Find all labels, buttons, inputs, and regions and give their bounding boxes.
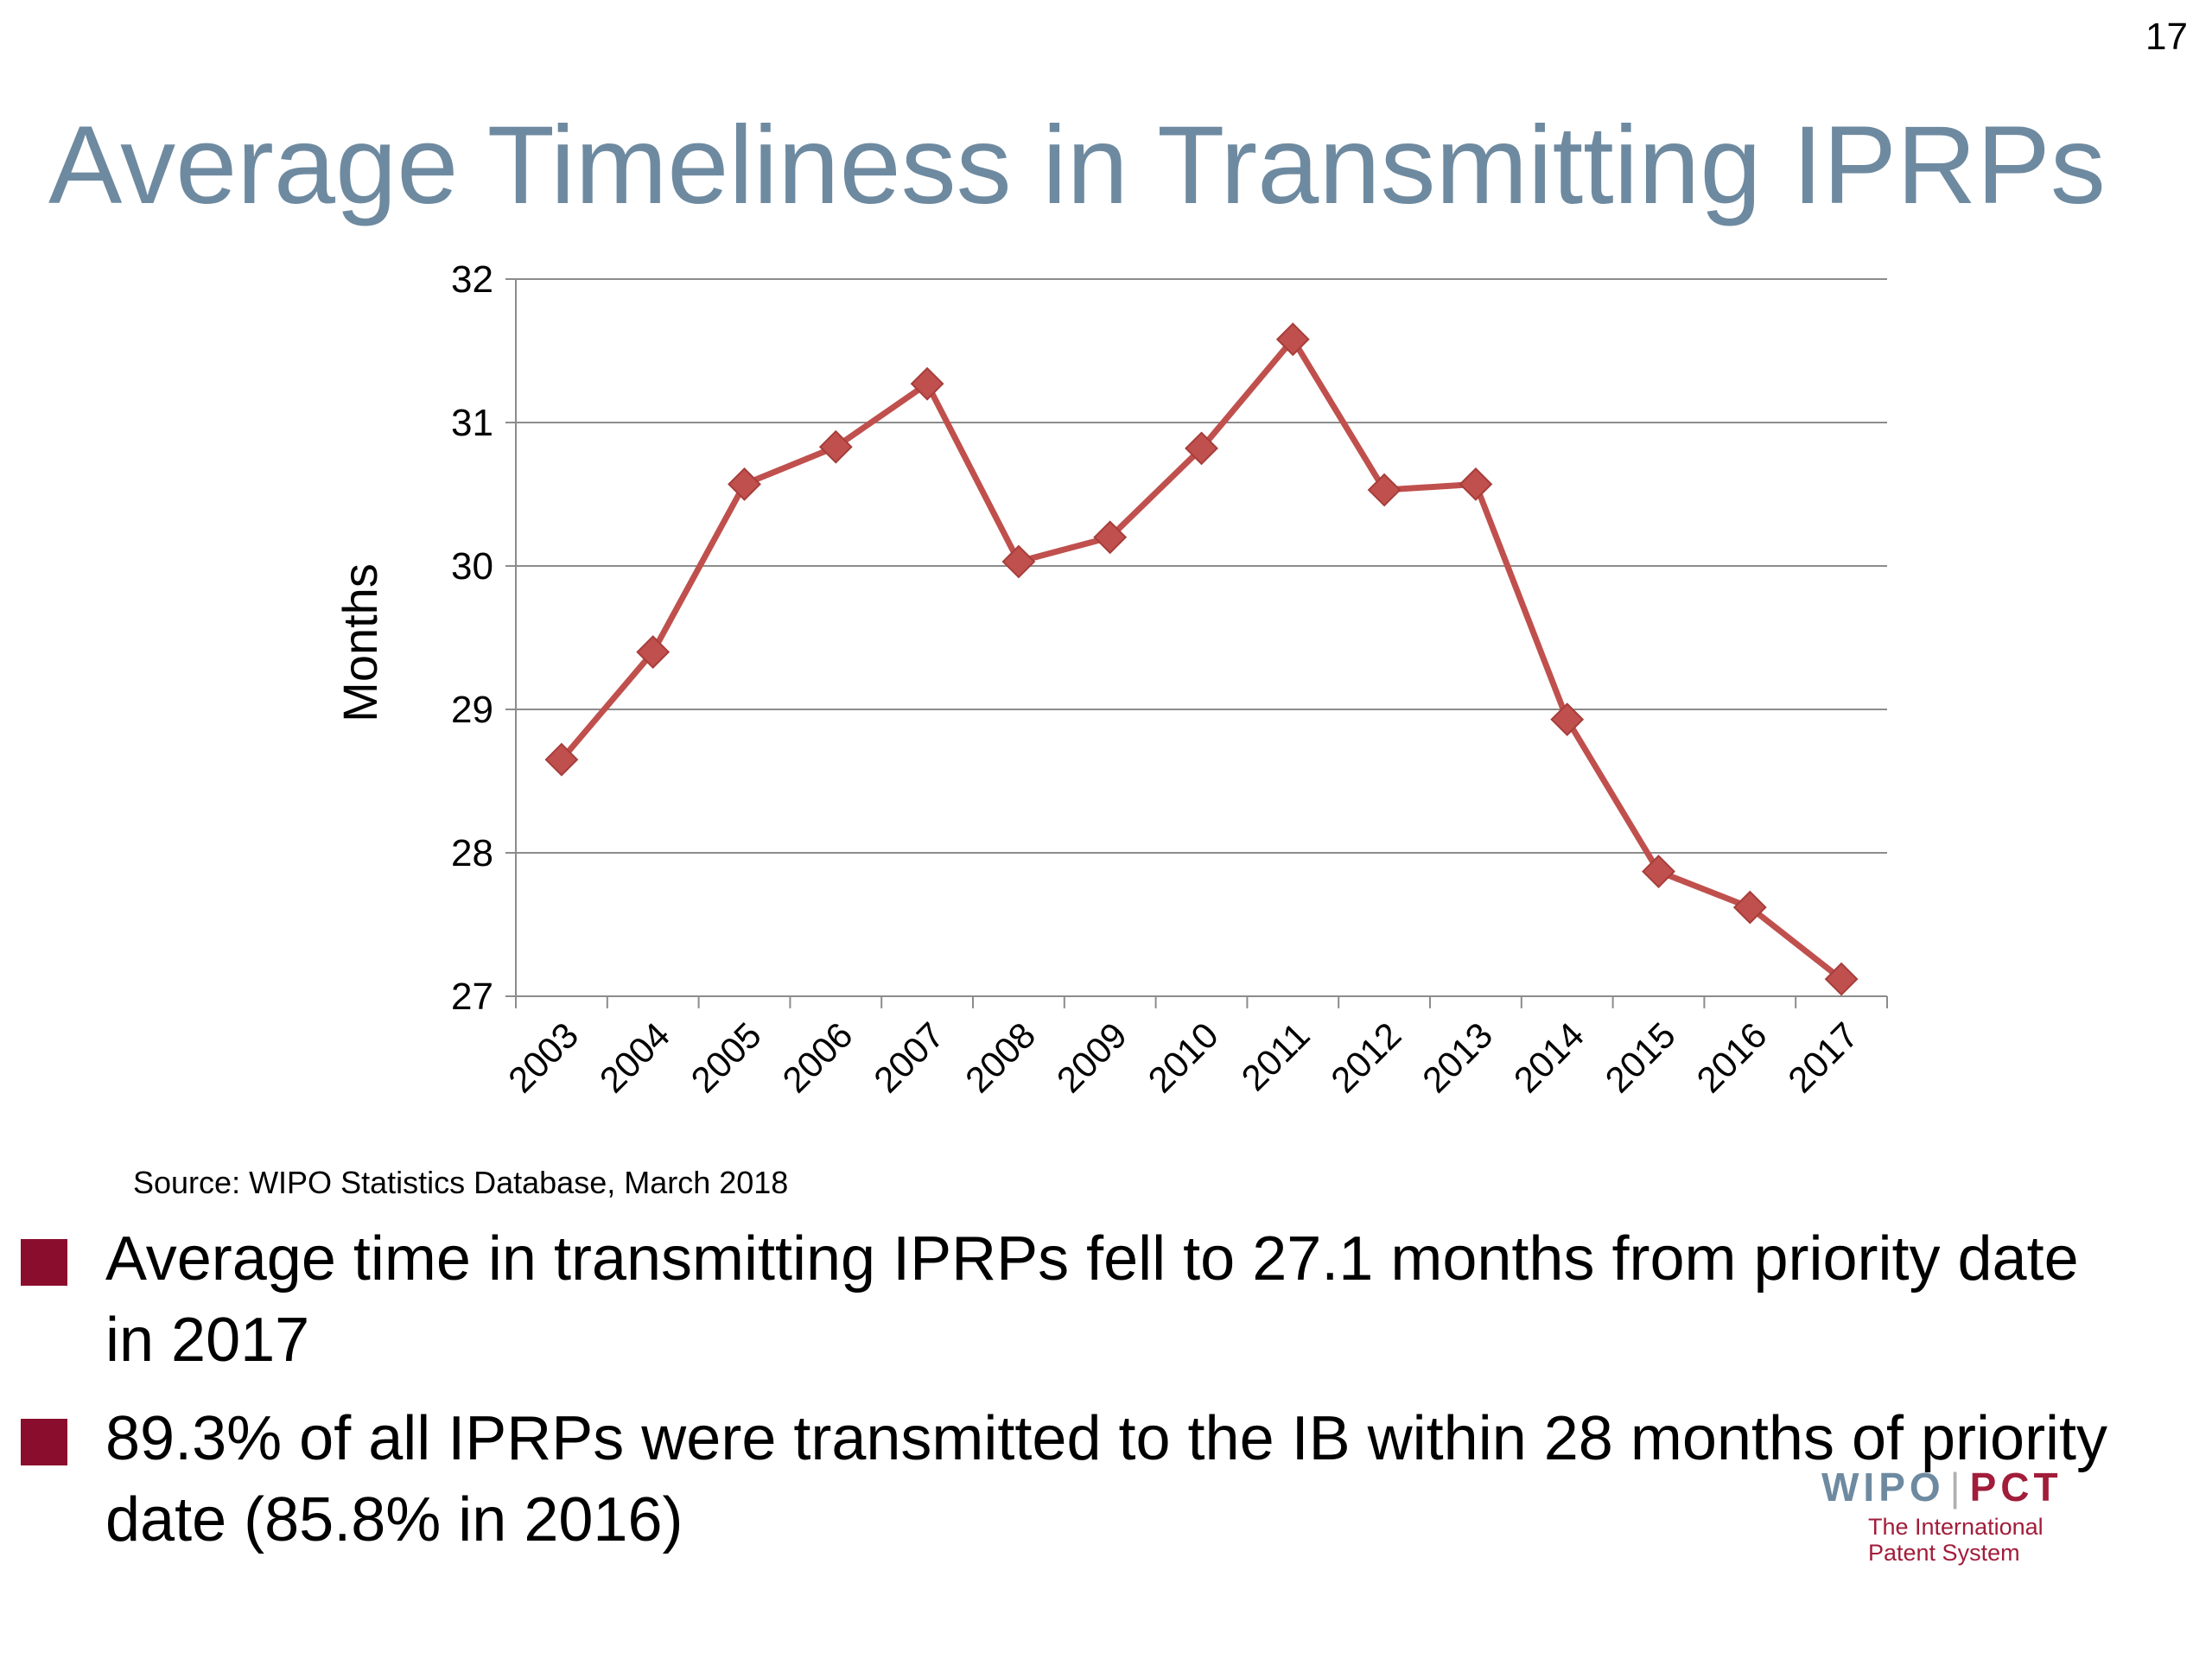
data-point-marker — [1185, 431, 1218, 466]
source-note: Source: WIPO Statistics Database, March … — [133, 1165, 789, 1200]
logo-subtitle-line1: The International — [1868, 1514, 2044, 1540]
data-point-marker — [1824, 962, 1859, 996]
data-point-marker — [1732, 890, 1767, 925]
y-tick-label: 28 — [451, 832, 493, 874]
x-tick-label: 2009 — [1049, 1014, 1135, 1100]
data-point-marker — [818, 429, 853, 464]
slide-number: 17 — [2145, 16, 2188, 58]
chart-axes — [505, 278, 1888, 1008]
data-point-marker — [636, 635, 671, 670]
y-tick-label: 30 — [451, 545, 493, 588]
line-chart: 27 28 29 30 31 32 2003 2004 2005 2006 2007 2008 200… — [333, 258, 1888, 1100]
bullet-item: Average time in transmitting IPRPs fell … — [21, 1218, 2129, 1381]
data-point-marker — [1093, 520, 1128, 555]
logo-wipo: WIPO — [1821, 1465, 1945, 1510]
slide-title: Average Timeliness in Transmitting IPRPs — [48, 104, 2106, 227]
y-tick-label: 27 — [451, 976, 493, 1018]
data-point-marker — [1459, 467, 1493, 501]
x-tick-label: 2014 — [1506, 1014, 1592, 1100]
x-tick-label: 2008 — [957, 1014, 1043, 1100]
y-tick-label: 32 — [451, 258, 493, 301]
x-tick-label: 2017 — [1780, 1014, 1866, 1100]
x-tick-label: 2006 — [774, 1014, 860, 1100]
x-tick-label: 2015 — [1598, 1014, 1683, 1100]
data-point-marker — [544, 742, 579, 777]
x-tick-label: 2007 — [866, 1014, 951, 1100]
x-tick-label: 2012 — [1323, 1014, 1408, 1100]
data-point-marker — [1275, 322, 1310, 357]
logo-separator: | — [1949, 1465, 1965, 1510]
data-point-marker — [1642, 855, 1675, 888]
y-tick-labels: 27 28 29 30 31 32 — [451, 258, 493, 1018]
bullet-square-icon — [21, 1239, 67, 1286]
y-axis-label: Months — [333, 563, 387, 722]
bullet-text: 89.3% of all IPRPs were transmitted to t… — [105, 1404, 2108, 1554]
x-tick-label: 2003 — [500, 1014, 586, 1100]
data-point-marker — [1550, 702, 1585, 737]
logo-pct: PCT — [1969, 1465, 2063, 1510]
data-point-marker — [1001, 544, 1036, 579]
data-point-marker — [1367, 473, 1402, 507]
x-tick-label: 2013 — [1414, 1014, 1500, 1100]
y-tick-label: 29 — [451, 689, 493, 731]
data-point-marker — [728, 467, 761, 501]
y-tick-label: 31 — [451, 402, 493, 444]
x-tick-label: 2011 — [1234, 1014, 1318, 1098]
chart-series — [544, 322, 1859, 996]
chart-gridlines — [516, 278, 1887, 854]
x-tick-label: 2010 — [1141, 1014, 1226, 1100]
x-tick-labels: 2003 2004 2005 2006 2007 2008 2009 2010 2011 2012… — [500, 1014, 1866, 1100]
x-tick-label: 2005 — [683, 1014, 769, 1100]
bullet-text: Average time in transmitting IPRPs fell … — [105, 1224, 2079, 1375]
wipo-pct-logo: WIPO | PCT The International Patent System — [1821, 1464, 2089, 1566]
bullet-list: Average time in transmitting IPRPs fell … — [21, 1218, 2129, 1578]
bullet-item: 89.3% of all IPRPs were transmitted to t… — [21, 1398, 2129, 1560]
data-point-marker — [910, 366, 944, 401]
bullet-square-icon — [21, 1419, 67, 1465]
x-tick-label: 2004 — [592, 1014, 677, 1100]
x-tick-label: 2016 — [1688, 1014, 1774, 1100]
logo-subtitle-line2: Patent System — [1868, 1540, 2020, 1566]
